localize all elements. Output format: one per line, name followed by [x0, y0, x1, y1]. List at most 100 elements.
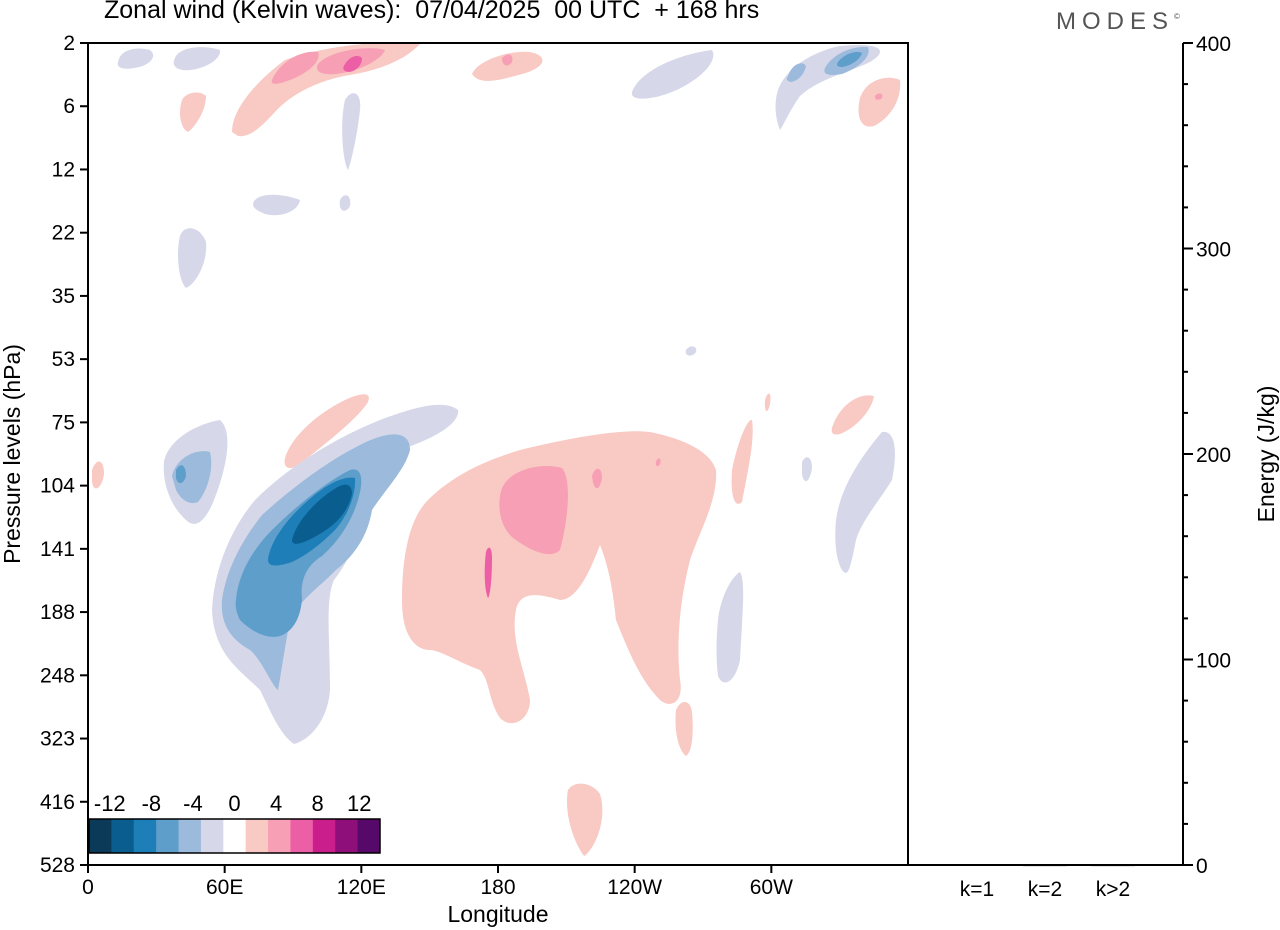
energy-tick-label: 400 [1196, 33, 1231, 56]
chart-title: Zonal wind (Kelvin waves): 07/04/2025 00… [104, 0, 760, 24]
colorbar: -12 -8 -4 0 4 8 12 [88, 791, 381, 854]
contour-pink-mid [271, 51, 319, 84]
energy-category-label: k=1 [960, 878, 994, 901]
wind-anomaly-field [92, 43, 901, 856]
y-tick-label: 141 [40, 538, 75, 561]
x-tick-label: 0 [82, 876, 94, 899]
y-axis-title: Pressure levels (hPa) [0, 344, 25, 564]
colorbar-swatch [335, 819, 359, 853]
modes-logo: MODES© [1056, 8, 1180, 36]
colorbar-label: 8 [312, 791, 324, 816]
x-tick-label: 120E [337, 876, 386, 899]
colorbar-label: -4 [183, 791, 203, 816]
contour-pink-mid [502, 54, 513, 66]
contour-pink [831, 395, 874, 435]
colorbar-swatch [357, 819, 381, 853]
contour-lavender [178, 228, 207, 288]
contour-lavender [685, 346, 697, 356]
colorbar-swatch [200, 819, 224, 853]
contour-pink [92, 461, 104, 489]
contour-lavender [117, 48, 154, 69]
contour-pink [232, 43, 420, 137]
colorbar-frame [88, 818, 381, 854]
y-tick-label: 2 [63, 32, 75, 55]
x-tick-label: 60W [750, 876, 793, 899]
energy-tick-label: 100 [1196, 650, 1231, 673]
contour-pink [180, 92, 206, 132]
y-tick-label: 12 [52, 158, 75, 181]
contour-pink [858, 77, 901, 127]
contour-pink [731, 419, 753, 504]
contour-blue-darker [292, 484, 352, 544]
contour-pink [472, 51, 543, 81]
y-tick-label: 323 [40, 728, 75, 751]
colorbar-label: -8 [142, 791, 162, 816]
colorbar-label: 4 [270, 791, 282, 816]
energy-bar [1023, 864, 1067, 867]
energy-tick-label: 300 [1196, 239, 1231, 262]
contour-pink [402, 431, 717, 724]
contour-lavender [342, 93, 361, 170]
energy-category-label: k=2 [1028, 878, 1062, 901]
contour-pink [284, 394, 369, 468]
contour-magenta [484, 547, 492, 598]
contour-lavender [253, 194, 300, 216]
contour-blue-light [786, 63, 806, 82]
y-tick-label: 188 [40, 601, 75, 624]
contour-blue-mid [837, 52, 862, 67]
energy-y-axis: 0 100 200 300 400 [1183, 33, 1231, 878]
x-tick-label: 180 [480, 876, 515, 899]
contour-lavender [802, 457, 812, 482]
x-tick-label: 120W [607, 876, 662, 899]
heatmap-y-axis: 2 6 12 22 35 53 75 104 141 188 248 323 416 528 [40, 32, 88, 877]
colorbar-label: 0 [228, 791, 240, 816]
contour-pink [566, 783, 603, 856]
y-tick-label: 248 [40, 664, 75, 687]
energy-tick-label: 200 [1196, 444, 1231, 467]
energy-bars: k=1 k=2 k>2 [955, 864, 1135, 901]
colorbar-swatch [223, 819, 247, 853]
contour-magenta [343, 56, 362, 72]
energy-tick-label: 0 [1196, 855, 1208, 878]
energy-bar [955, 864, 999, 866]
brand-mark: © [1174, 12, 1180, 21]
colorbar-swatch [89, 819, 112, 853]
x-tick-label: 60E [206, 876, 243, 899]
y-tick-label: 528 [40, 854, 75, 877]
colorbar-swatch [268, 819, 291, 853]
y-tick-label: 6 [63, 95, 75, 118]
contour-pink [675, 702, 693, 756]
colorbar-swatch [290, 819, 314, 853]
energy-bar [1091, 864, 1135, 867]
colorbar-swatch [156, 819, 180, 853]
contour-blue-mid [176, 465, 186, 484]
colorbar-swatch [312, 819, 336, 853]
contour-lavender [835, 431, 895, 573]
contour-lavender [716, 572, 744, 683]
contour-pink-mid [592, 468, 602, 489]
y-tick-label: 104 [40, 475, 75, 498]
contour-pink-mid [874, 93, 883, 100]
colorbar-swatch [133, 819, 157, 853]
contour-pink [764, 393, 771, 412]
contour-lavender [339, 195, 351, 211]
colorbar-swatch [111, 819, 135, 853]
x-axis-title: Longitude [447, 901, 548, 927]
contour-pink-mid [499, 466, 568, 555]
brand-name: MODES [1056, 8, 1175, 35]
y-tick-label: 416 [40, 791, 75, 814]
y-tick-label: 35 [52, 285, 75, 308]
y-tick-label: 22 [52, 222, 75, 245]
contour-lavender [173, 47, 221, 71]
contour-blue-light [172, 451, 212, 504]
y-tick-label: 75 [52, 411, 75, 434]
energy-category-label: k>2 [1096, 878, 1130, 901]
colorbar-label: -12 [94, 791, 126, 816]
y-tick-label: 53 [52, 348, 75, 371]
colorbar-label: 12 [347, 791, 371, 816]
contour-pink-mid [655, 458, 661, 467]
colorbar-swatch [178, 819, 202, 853]
energy-axis-title: Energy (J/kg) [1253, 386, 1279, 523]
heatmap-x-axis: 0 60E 120E 180 120W 60W [82, 865, 793, 899]
